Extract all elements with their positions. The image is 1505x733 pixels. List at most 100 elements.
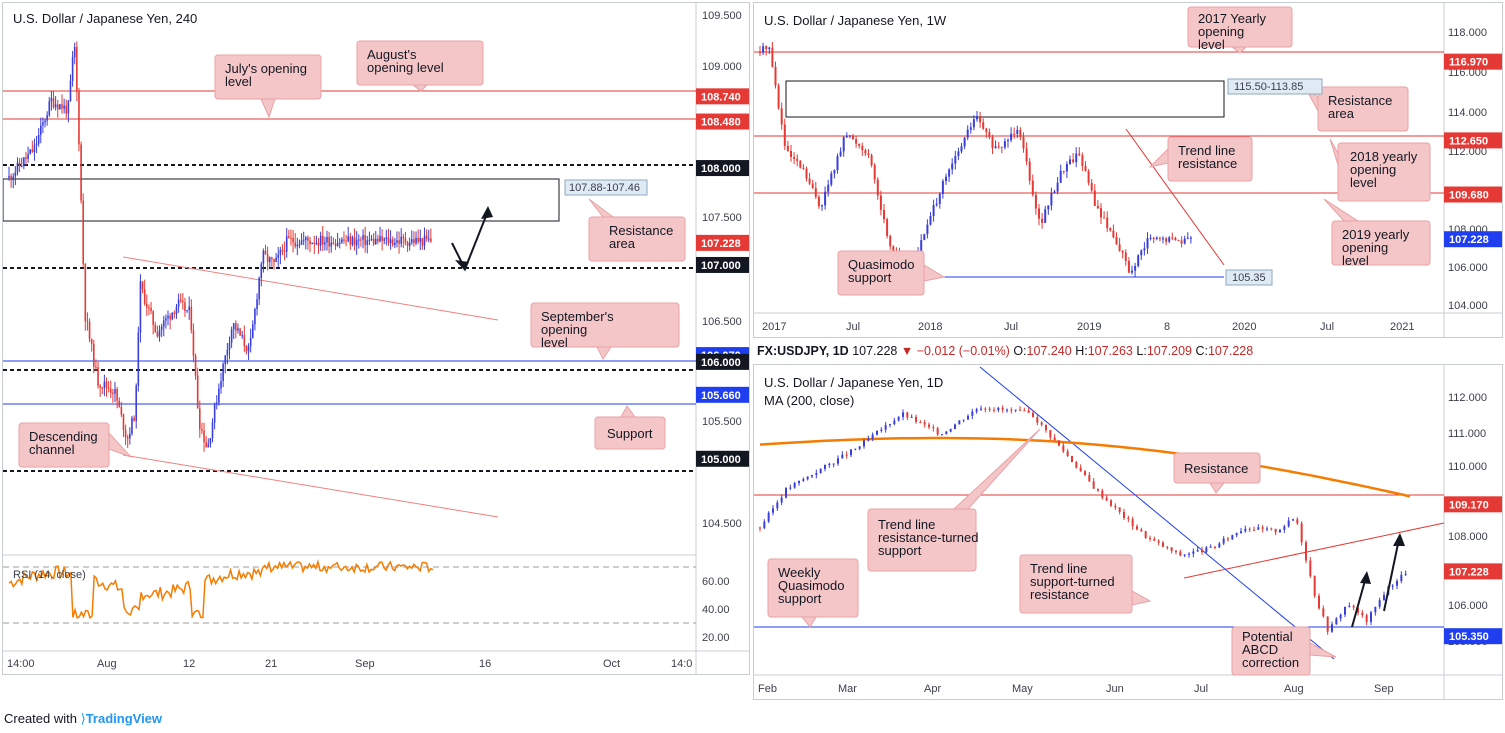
candle-body (135, 385, 137, 421)
candle-body (1175, 550, 1177, 552)
x-tick: Oct (603, 658, 620, 670)
chart-panel-1w[interactable]: 2017 Yearly opening level Resistance area 2… (753, 2, 1503, 338)
candle-body (224, 355, 227, 365)
candle-body (854, 448, 857, 450)
candle-body (48, 101, 51, 116)
x-tick: 2019 (1077, 321, 1101, 333)
chart-panel-240[interactable]: July's opening level August's opening leve… (2, 2, 750, 675)
candle-body (923, 234, 926, 241)
arrow-head-icon (1360, 571, 1371, 584)
candle-body (173, 312, 176, 314)
y-axis-1d[interactable]: 112.000 111.000 110.000 108.000 106.000 … (1448, 392, 1488, 648)
candle-body (95, 366, 97, 368)
callout-text: Resistance (1184, 461, 1248, 476)
y-tick: 106.000 (1448, 262, 1488, 274)
candle-body (194, 355, 197, 376)
y-axis-240[interactable]: 109.500 109.000 107.500 106.500 105.500 … (702, 10, 742, 644)
candle-body (839, 151, 842, 157)
footer-brand[interactable]: TradingView (85, 711, 163, 726)
callout-line: resistance-turned (878, 530, 978, 545)
candle-body (1192, 551, 1195, 554)
x-axis-240[interactable]: 14:00 Aug 12 21 Sep 16 Oct 14:0 (7, 658, 692, 670)
candle-body (394, 242, 396, 245)
candle-body (1144, 531, 1147, 539)
candle-body (864, 150, 867, 154)
y-axis-1w[interactable]: 118.000 116.000 114.000 112.000 108.000 … (1448, 27, 1488, 312)
candle-body (300, 240, 303, 245)
candle-body (833, 170, 836, 174)
candle-body (1209, 546, 1212, 548)
x-axis-1w[interactable]: 2017 Jul 2018 Jul 2019 8 2020 Jul 2021 (762, 321, 1414, 333)
candle-body (1235, 533, 1238, 536)
x-tick: Jun (1106, 683, 1124, 695)
chart-svg-1w[interactable]: 2017 Yearly opening level Resistance area 2… (754, 3, 1503, 338)
callout-line: opening (1198, 24, 1244, 39)
resistance-area-zone (3, 178, 560, 222)
candle-body (237, 328, 239, 331)
candle-body (802, 167, 805, 169)
level-label-text: 105.35 (1232, 272, 1266, 284)
callout-text: 2017 Yearly opening level (1198, 11, 1266, 52)
candle-body (290, 237, 292, 239)
callout-line: September's (541, 309, 614, 324)
candle-body (1183, 238, 1186, 244)
candle-body (366, 240, 369, 245)
candle-body (1047, 205, 1050, 210)
candle-body (84, 264, 87, 321)
candle-body (1179, 551, 1182, 556)
candle-body (415, 237, 417, 244)
candle-body (790, 150, 792, 157)
candle-body (222, 364, 224, 382)
candle-body (307, 237, 309, 241)
candle-body (1396, 581, 1398, 586)
candle-body (385, 237, 388, 239)
candle-body (1059, 170, 1062, 183)
price-label: 105.000 (701, 454, 741, 466)
candle-body (343, 239, 345, 241)
footer: Created with ⟩TradingView (4, 711, 162, 727)
x-tick: 21 (265, 658, 277, 670)
price-label-box (696, 88, 749, 105)
x-axis-1d[interactable]: Feb Mar Apr May Jun Jul Aug Sep (758, 683, 1394, 695)
candle-body (27, 154, 29, 159)
price-label-box (696, 234, 749, 251)
callout-line: level (225, 74, 252, 89)
level-label-10535: 105.35 (1225, 269, 1273, 286)
candle-body (980, 408, 982, 410)
candle-body (941, 434, 943, 436)
candle-body (1090, 182, 1093, 191)
candle-body (150, 307, 152, 312)
candle-body (861, 145, 864, 151)
candle-body (932, 205, 935, 217)
y-tick: 106.500 (702, 316, 742, 328)
candle-body (1326, 616, 1329, 632)
x-tick: Aug (1284, 683, 1304, 695)
chart-svg-240[interactable]: July's opening level August's opening leve… (3, 3, 750, 675)
candle-body (1069, 159, 1071, 165)
candle-body (932, 427, 935, 429)
callout-line: level (1198, 37, 1225, 52)
candle-body (785, 487, 787, 498)
candle-body (991, 137, 994, 148)
candle-body (1357, 607, 1359, 613)
candle-body (935, 203, 938, 206)
candle-body (86, 320, 89, 322)
y-tick: 112.000 (1448, 392, 1487, 404)
candles-1d (759, 405, 1407, 635)
chart-panel-1d[interactable]: Resistance Trend line resistance-turned su… (753, 364, 1503, 700)
candle-body (99, 385, 101, 388)
callout-text: Trend line support-turned resistance (1030, 561, 1115, 602)
candle-body (876, 430, 878, 435)
callout-quasimodo-support: Quasimodo support (837, 250, 946, 296)
candle-body (1140, 529, 1143, 532)
chart-svg-1d[interactable]: Resistance Trend line resistance-turned su… (754, 365, 1503, 700)
candle-body (836, 156, 839, 171)
candle-body (1162, 542, 1164, 547)
candle-body (1003, 141, 1006, 148)
candle-body (277, 254, 280, 258)
chart-title: U.S. Dollar / Japanese Yen, 240 (13, 11, 197, 26)
price-label-box (696, 450, 749, 467)
candle-body (886, 219, 889, 236)
candle-body (892, 246, 895, 252)
